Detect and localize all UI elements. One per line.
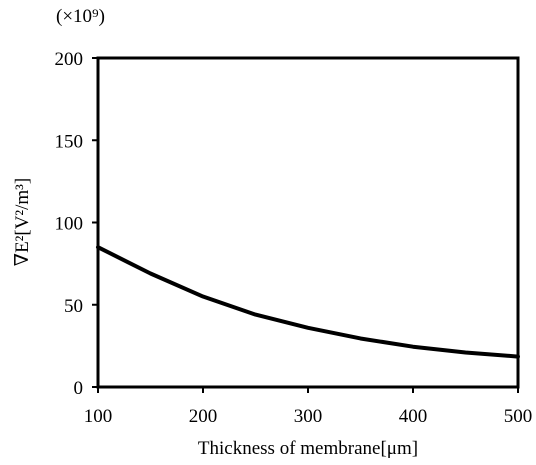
y-axis-title: ∇E²[V²/m³] — [12, 178, 33, 266]
y-tick-label: 50 — [64, 296, 83, 317]
y-tick-label: 150 — [55, 131, 84, 152]
y-tick-label: 100 — [55, 214, 84, 235]
x-tick-label: 300 — [294, 406, 323, 427]
x-axis-title: Thickness of membrane[μm] — [198, 438, 418, 459]
y-scale-note: (×10⁹) — [56, 6, 105, 27]
plot-area-frame — [96, 56, 520, 389]
x-tick-label: 100 — [84, 406, 113, 427]
x-tick-label: 400 — [399, 406, 428, 427]
x-axis-tick-labels: 100 200 300 400 500 — [84, 406, 533, 427]
series-line — [96, 245, 520, 359]
y-tick-label: 200 — [55, 49, 84, 70]
x-axis-ticks — [97, 387, 519, 393]
y-tick-label: 0 — [74, 378, 84, 399]
x-tick-label: 200 — [189, 406, 218, 427]
x-tick-label: 500 — [504, 406, 533, 427]
series-group — [96, 245, 520, 359]
y-axis-tick-labels: 0 50 100 150 200 — [55, 49, 84, 399]
